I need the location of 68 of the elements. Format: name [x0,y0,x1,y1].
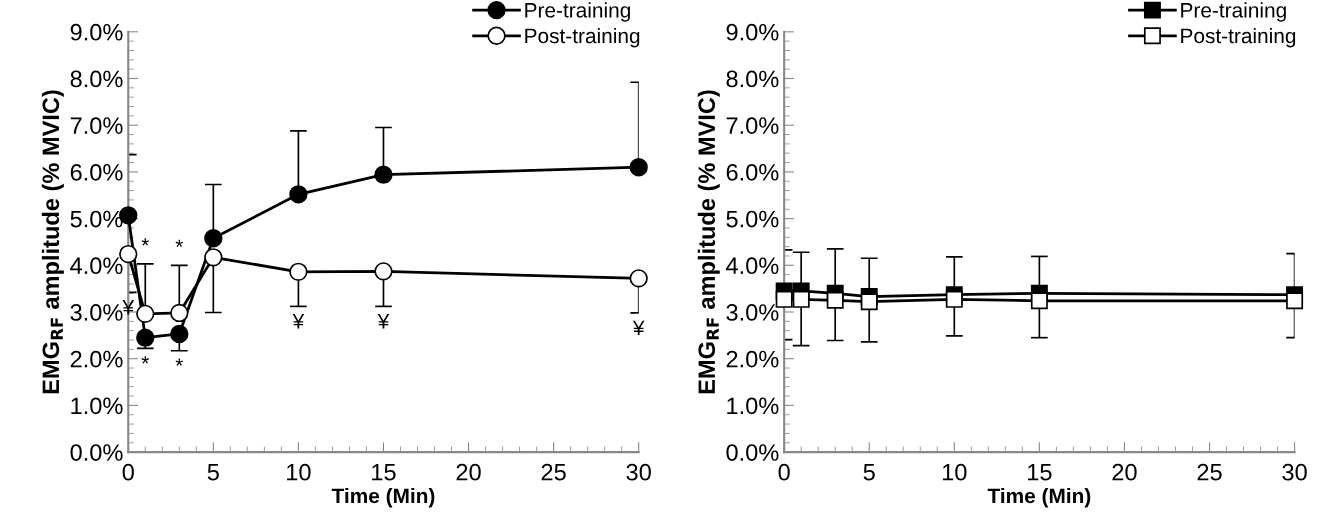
annotation: * [175,358,184,366]
y-tick-label: 9.0% [726,23,779,41]
x-axis-title: Time (Min) [331,487,435,508]
y-tick-label: 6.0% [726,163,779,181]
legend-label: Post-training [1181,27,1296,48]
point [136,328,155,347]
point [170,324,189,344]
legend-label: Post-training [525,27,640,48]
point [1030,292,1048,310]
annotation: ¥ [377,314,390,329]
x-tick-label: 25 [1197,463,1222,481]
annotation: * [141,356,149,364]
y-tick-label: 4.0% [70,257,123,275]
y-tick-label: 7.0% [70,117,123,134]
x-tick-label: 10 [287,463,311,481]
y-tick-label: 7.0% [726,117,779,134]
x-tick-label: 5 [863,464,875,481]
point [945,290,963,308]
y-axis-title: EMG$_{RF}$ amplitude (% MVIC) [697,90,720,394]
point [204,248,223,267]
point [289,185,308,204]
x-tick-label: 30 [1282,463,1307,481]
point [170,303,189,323]
point [826,291,844,309]
y-tick-label: 0.0% [70,444,123,461]
y-tick-label: 2.0% [70,350,123,368]
annotation: ¥ [292,314,305,329]
y-tick-label: 5.0% [70,210,123,228]
y-tick-label: 0.0% [726,444,779,461]
y-tick-label: 1.0% [71,397,123,415]
point [136,304,155,324]
y-tick-label: 1.0% [727,397,779,415]
point [204,229,223,248]
point [860,293,878,311]
x-tick-label: 15 [1028,464,1052,481]
x-axis-title: Time (Min) [987,487,1091,508]
y-tick-label: 4.0% [726,257,779,275]
y-tick-label: 6.0% [70,163,123,181]
y-tick-label: 8.0% [70,70,123,88]
point [289,262,308,282]
x-tick-label: 20 [1112,463,1137,481]
legend-label: Pre-training [525,2,630,22]
point [374,165,393,184]
annotation: ¥ [632,320,645,335]
point [1286,292,1304,310]
y-axis-title: EMG$_{RF}$ amplitude (% MVIC) [41,90,64,394]
point [792,290,810,308]
annotation: ¥ [122,300,135,315]
y-tick-label: 8.0% [726,70,779,88]
legend-label: Pre-training [1181,2,1286,22]
y-tick-label: 3.0% [726,304,779,321]
y-tick-label: 5.0% [726,210,779,228]
x-tick-label: 15 [372,464,396,481]
x-tick-label: 30 [626,463,651,481]
y-tick-label: 2.0% [726,350,779,368]
x-tick-label: 0 [122,463,134,481]
x-tick-label: 5 [207,464,219,481]
x-tick-label: 20 [456,463,481,481]
x-tick-label: 25 [541,463,566,481]
point [374,262,393,281]
point [629,158,648,177]
y-tick-label: 3.0% [70,304,123,321]
annotation: * [141,238,149,246]
x-tick-label: 0 [778,463,790,481]
point [629,269,648,288]
x-tick-label: 10 [942,463,967,481]
annotation: * [175,239,184,247]
y-tick-label: 9.0% [70,23,123,41]
